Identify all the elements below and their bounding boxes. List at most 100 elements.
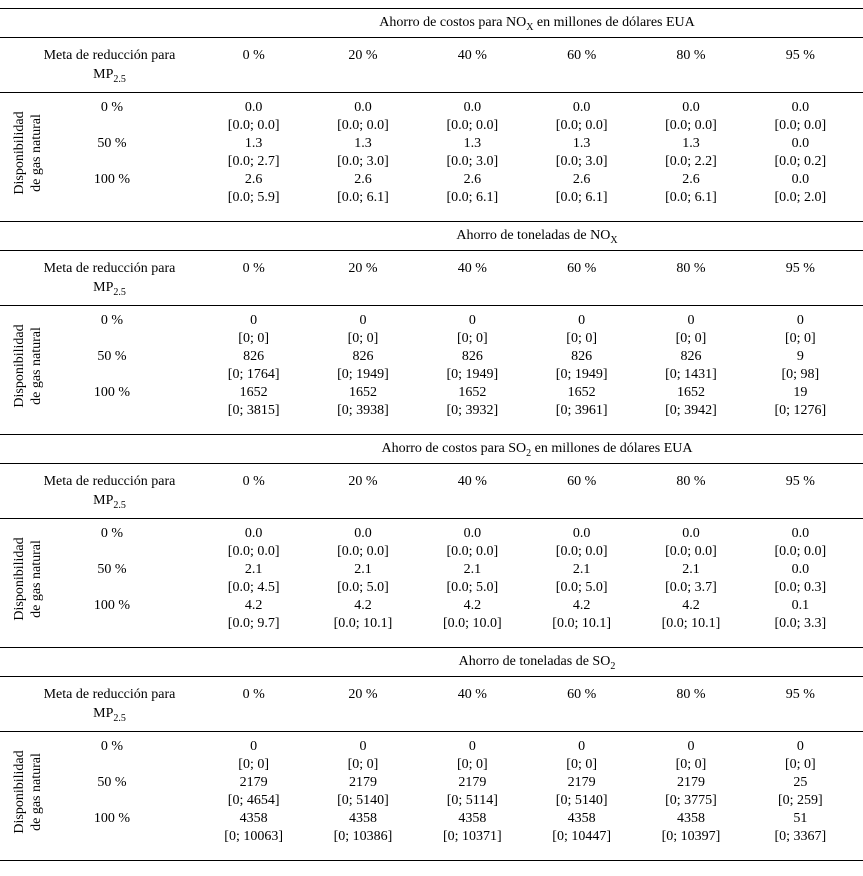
row-group-label-line2: de gas natural — [28, 114, 44, 192]
table-row: 0 % 0 [0; 0] 0 [0; 0] 0 [0; 0] 0 [0; 0] … — [55, 738, 855, 774]
cell-range: [0; 0] — [784, 331, 816, 346]
section-title-subscript: X — [610, 234, 618, 246]
cell-value: 0.0 — [244, 100, 263, 115]
column-group-header-line2: MP2.5 — [20, 65, 199, 84]
cell-value: 0 — [687, 739, 695, 754]
column-group-header: Meta de reducción para MP2.5 — [0, 46, 199, 84]
data-cell: 2.1 [0.0; 5.0] — [418, 561, 527, 597]
cell-value: 2179 — [567, 775, 596, 790]
cell-range: [0; 5140] — [337, 793, 389, 808]
cell-range: [0.0; 10.1] — [661, 616, 721, 631]
table-body: Disponibilidad de gas natural 0 % 0.0 [0… — [0, 93, 863, 221]
cell-value: 0 — [578, 739, 586, 754]
data-cell: 0 [0; 0] — [527, 312, 636, 348]
data-cell: 4358 [0; 10386] — [308, 810, 417, 846]
row-group-label: Disponibilidad de gas natural — [11, 324, 45, 407]
cell-range: [0.0; 10.1] — [333, 616, 393, 631]
cell-value: 4.2 — [463, 598, 482, 613]
cell-value: 0.0 — [791, 100, 810, 115]
table-row: 0 % 0 [0; 0] 0 [0; 0] 0 [0; 0] 0 [0; 0] … — [55, 312, 855, 348]
cell-value: 0.0 — [354, 100, 372, 115]
cell-range: [0; 259] — [777, 793, 823, 808]
data-cell: 1652 [0; 3815] — [199, 384, 308, 420]
data-cell: 1.3 [0.0; 2.7] — [199, 135, 308, 171]
column-group-header: Meta de reducción para MP2.5 — [0, 472, 199, 510]
cell-value: 51 — [793, 811, 808, 826]
cell-value: 0 — [687, 313, 695, 328]
cell-range: [0; 0] — [347, 757, 379, 772]
cell-range: [0; 10397] — [661, 829, 721, 844]
table-row: 100 % 2.6 [0.0; 5.9] 2.6 [0.0; 6.1] 2.6 … — [55, 171, 855, 207]
cell-range: [0.0; 0.0] — [665, 118, 717, 133]
column-group-header-line2-text: MP — [93, 706, 114, 721]
data-cell: 0.0 [0.0; 0.0] — [527, 99, 636, 135]
cell-range: [0; 0] — [784, 757, 816, 772]
data-cell: 4.2 [0.0; 10.1] — [527, 597, 636, 633]
cell-range: [0.0; 6.1] — [337, 190, 389, 205]
cell-range: [0; 10447] — [552, 829, 612, 844]
cell-range: [0; 0] — [456, 757, 488, 772]
column-header: 60 % — [567, 474, 597, 489]
cell-range: [0.0; 0.0] — [665, 544, 717, 559]
column-header: 80 % — [676, 48, 706, 63]
table-row: 50 % 2179 [0; 4654] 2179 [0; 5140] 2179 … — [55, 774, 855, 810]
column-group-header-line2-text: MP — [93, 493, 114, 508]
data-cell: 0.1 [0.0; 3.3] — [746, 597, 855, 633]
row-label: 0 % — [100, 526, 124, 541]
column-group-header-line2-text: MP — [93, 280, 114, 295]
data-cell: 1.3 [0.0; 3.0] — [418, 135, 527, 171]
cell-value: 0 — [796, 739, 804, 754]
row-group-label-cell: Disponibilidad de gas natural — [0, 525, 55, 633]
cell-value: 2.1 — [244, 562, 263, 577]
cell-value: 0 — [359, 313, 367, 328]
table-body: Disponibilidad de gas natural 0 % 0 [0; … — [0, 732, 863, 861]
cell-value: 4.2 — [244, 598, 263, 613]
column-group-header-line1: Meta de reducción para — [43, 261, 176, 276]
column-header: 40 % — [457, 474, 487, 489]
cell-value: 4358 — [239, 811, 268, 826]
row-group-label-line1: Disponibilidad — [11, 324, 27, 408]
column-group-header-subscript: 2.5 — [113, 73, 126, 85]
column-group-header-line2: MP2.5 — [20, 491, 199, 510]
cell-range: [0; 5140] — [555, 793, 608, 808]
column-header: 0 % — [242, 687, 265, 702]
data-cell: 0 [0; 0] — [199, 738, 308, 774]
row-label: 100 % — [93, 811, 131, 826]
data-cell: 1652 [0; 3942] — [636, 384, 745, 420]
data-cell: 0.0 [0.0; 0.0] — [636, 99, 745, 135]
data-cell: 4358 [0; 10447] — [527, 810, 636, 846]
data-cell: 826 [0; 1949] — [418, 348, 527, 384]
cell-value: 0.1 — [791, 598, 810, 613]
data-cell: 0.0 [0.0; 0.0] — [746, 99, 855, 135]
section-title-subscript: X — [526, 21, 534, 33]
table-row: 50 % 826 [0; 1764] 826 [0; 1949] 826 [0;… — [55, 348, 855, 384]
cell-value: 0.0 — [791, 172, 810, 187]
cell-range: [0.0; 0.0] — [446, 118, 499, 133]
section-title-text: Ahorro de toneladas de NO — [456, 228, 611, 243]
cell-value: 1652 — [348, 385, 377, 400]
column-group-header: Meta de reducción para MP2.5 — [0, 685, 199, 723]
data-cell: 0 [0; 0] — [199, 312, 308, 348]
section-title-text-post: en millones de dólares EUA — [533, 15, 695, 30]
data-cell: 1652 [0; 3932] — [418, 384, 527, 420]
row-group-label-cell: Disponibilidad de gas natural — [0, 738, 55, 846]
cell-range: [0; 0] — [675, 331, 707, 346]
data-cell: 2179 [0; 5114] — [418, 774, 527, 810]
data-cell: 0.0 [0.0; 0.0] — [199, 525, 308, 561]
data-cell: 2179 [0; 5140] — [527, 774, 636, 810]
data-cell: 4.2 [0.0; 9.7] — [199, 597, 308, 633]
cell-range: [0; 3932] — [446, 403, 499, 418]
cell-value: 1.3 — [682, 136, 700, 151]
cell-range: [0; 10371] — [442, 829, 502, 844]
column-group-header-line2: MP2.5 — [20, 704, 199, 723]
table-rows: 0 % 0 [0; 0] 0 [0; 0] 0 [0; 0] 0 [0; 0] … — [55, 738, 855, 846]
cell-value: 2.1 — [572, 562, 591, 577]
table-body: Disponibilidad de gas natural 0 % 0.0 [0… — [0, 519, 863, 647]
cell-value: 2.1 — [682, 562, 700, 577]
cell-range: [0; 3775] — [665, 793, 717, 808]
section-title-row: Ahorro de costos para NOX en millones de… — [0, 8, 863, 38]
cell-range: [0; 4654] — [227, 793, 280, 808]
data-cell: 0.0 [0.0; 0.2] — [746, 135, 855, 171]
section-title-text: Ahorro de toneladas de SO — [458, 654, 611, 669]
cell-range: [0.0; 0.0] — [774, 544, 827, 559]
